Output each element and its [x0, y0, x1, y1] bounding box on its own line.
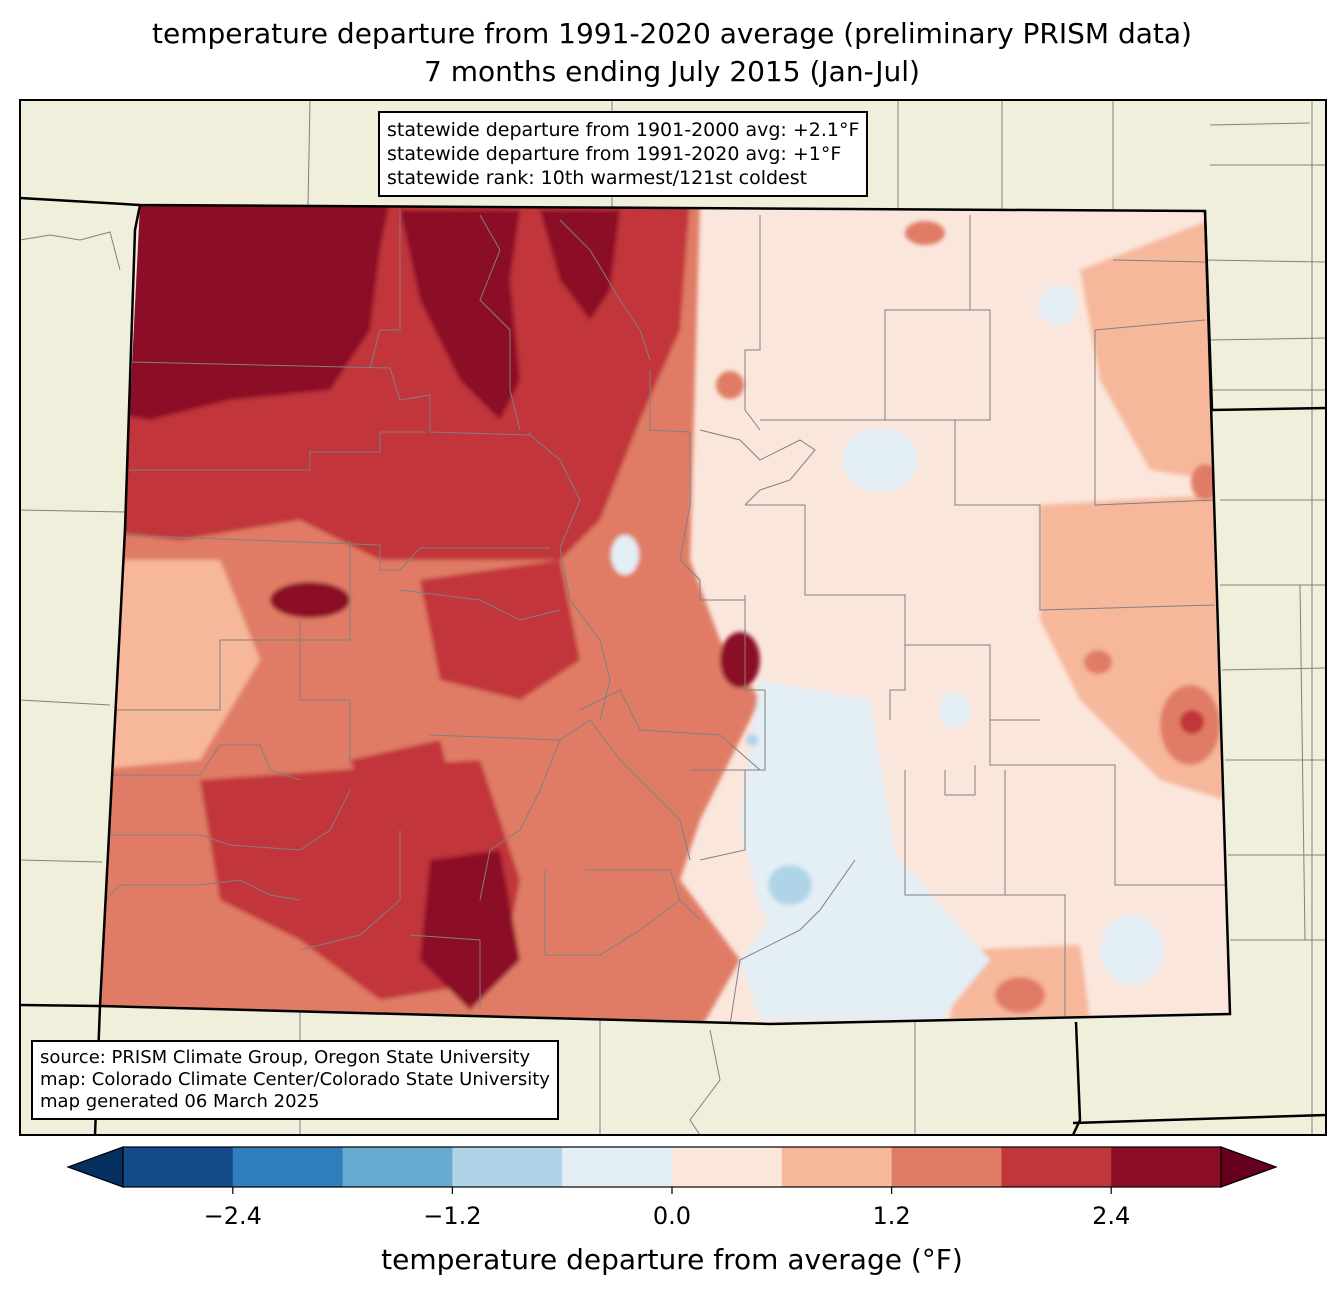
statewide-stats-box: statewide departure from 1901-2000 avg: … — [378, 111, 869, 197]
colorbar-segments — [66, 1146, 1278, 1188]
colorado-temperature-field — [100, 205, 1230, 1024]
source-box: source: PRISM Climate Group, Oregon Stat… — [31, 1040, 559, 1120]
colorbar-tick-label: −2.4 — [204, 1202, 262, 1230]
stats-line-rank: statewide rank: 10th warmest/121st colde… — [387, 167, 808, 189]
colorbar-bin — [1111, 1147, 1222, 1187]
stats-line-1901-2000: statewide departure from 1901-2000 avg: … — [387, 119, 860, 141]
county-boundaries — [104, 210, 1228, 1024]
stats-line-1991-2020: statewide departure from 1991-2020 avg: … — [387, 143, 842, 165]
colorbar-bin — [781, 1147, 893, 1187]
colorbar-extend-high — [1220, 1146, 1278, 1188]
colorbar-bin — [1001, 1147, 1112, 1187]
colorbar-tick-label: 1.2 — [873, 1202, 911, 1230]
colorbar-label: temperature departure from average (°F) — [381, 1243, 963, 1276]
colorbar-bin — [562, 1147, 673, 1187]
colorbar-extend-low — [66, 1146, 124, 1188]
map-frame — [19, 99, 1327, 1136]
colorbar-bin — [342, 1147, 453, 1187]
source-line: source: PRISM Climate Group, Oregon Stat… — [40, 1047, 531, 1068]
map-credit-line: map: Colorado Climate Center/Colorado St… — [40, 1069, 550, 1090]
colorbar-tick-label: 2.4 — [1092, 1202, 1130, 1230]
neighbor-boundaries — [20, 100, 1326, 1135]
colorbar-bin — [452, 1147, 563, 1187]
colorbar-tick-label: −1.2 — [423, 1202, 481, 1230]
colorbar-bin — [123, 1147, 234, 1187]
colorbar-bin — [672, 1147, 783, 1187]
colorbar-tick-label: 0.0 — [653, 1202, 691, 1230]
colorbar-bin — [232, 1147, 344, 1187]
colorbar-bin — [891, 1147, 1002, 1187]
generated-date-line: map generated 06 March 2025 — [40, 1091, 320, 1112]
map-title-line2: 7 months ending July 2015 (Jan-Jul) — [424, 55, 920, 88]
temperature-map — [19, 99, 1327, 1136]
colorbar-ticks: −2.4 −1.2 0.0 1.2 2.4 — [204, 1187, 1130, 1230]
colorbar-outline — [122, 1146, 1222, 1188]
map-title-line1: temperature departure from 1991-2020 ave… — [152, 17, 1192, 50]
